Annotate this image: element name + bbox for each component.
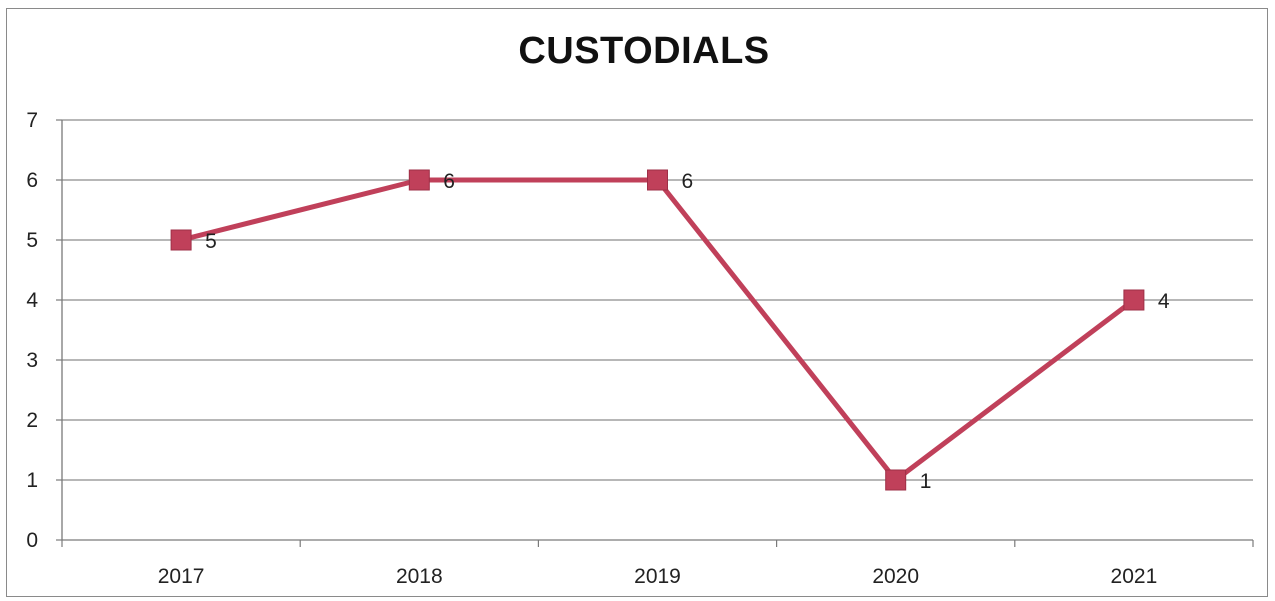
- axes: [56, 119, 1254, 547]
- x-tick-label: 2021: [1111, 565, 1158, 588]
- data-label: 6: [682, 170, 694, 193]
- data-point-marker: [170, 229, 192, 251]
- y-tick-label: 5: [26, 229, 38, 252]
- series-markers: [170, 169, 1145, 491]
- x-axis-tick-labels: 2017 2018 2019 2020 2021: [158, 565, 1158, 588]
- y-tick-label: 6: [26, 169, 38, 192]
- data-label: 4: [1158, 290, 1170, 313]
- chart-title: CUSTODIALS: [518, 30, 770, 72]
- x-tick-label: 2017: [158, 565, 205, 588]
- data-label: 1: [920, 470, 932, 493]
- data-labels: 5 6 6 1 4: [205, 170, 1170, 493]
- y-tick-label: 4: [26, 289, 38, 312]
- y-tick-label: 7: [26, 109, 38, 132]
- y-tick-label: 0: [26, 529, 38, 552]
- chart-frame: [6, 8, 1268, 597]
- data-point-marker: [885, 469, 907, 491]
- data-label: 5: [205, 230, 217, 253]
- data-point-marker: [1123, 289, 1145, 311]
- series-line-layer: [180, 177, 1136, 483]
- data-point-marker: [647, 169, 668, 191]
- y-tick-label: 2: [26, 409, 38, 432]
- y-axis-tick-labels: 0 1 2 3 4 5 6 7: [26, 109, 38, 552]
- y-tick-label: 1: [26, 469, 38, 492]
- x-tick-label: 2020: [872, 565, 919, 588]
- data-label: 6: [443, 170, 455, 193]
- y-tick-label: 3: [26, 349, 38, 372]
- x-tick-label: 2018: [396, 565, 443, 588]
- x-tick-label: 2019: [634, 565, 681, 588]
- data-point-marker: [408, 169, 430, 191]
- series-line: [180, 177, 1136, 483]
